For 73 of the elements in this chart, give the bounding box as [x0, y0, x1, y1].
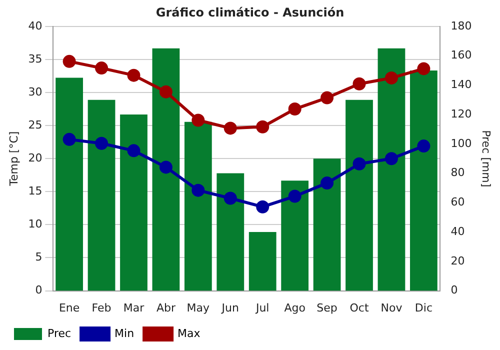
bar	[248, 232, 276, 291]
point	[62, 54, 76, 68]
point	[95, 136, 108, 150]
point	[224, 192, 237, 205]
y2-tick-label: 40	[450, 224, 465, 238]
y-tick-label: 35	[28, 52, 42, 66]
y-tick-label: 10	[28, 218, 42, 231]
bar	[346, 100, 373, 291]
x-tick-label: Ene	[58, 301, 80, 314]
bar	[152, 48, 180, 291]
x-tick-label: Abr	[156, 301, 176, 314]
bar	[313, 158, 341, 291]
point	[159, 160, 172, 174]
y2-tick-label: 160	[450, 48, 472, 62]
point	[224, 122, 237, 135]
bar	[281, 180, 309, 291]
x-tick-label: Sep	[316, 301, 338, 314]
bar	[378, 48, 406, 291]
y2-tick-label: 100	[450, 136, 472, 150]
point	[352, 157, 366, 170]
y-tick-label: 5	[35, 250, 42, 264]
point	[127, 68, 140, 82]
x-tick-label: Nov	[380, 301, 403, 314]
y2-tick-label: 120	[450, 107, 472, 120]
x-tick-label: Feb	[92, 301, 112, 314]
y2-axis-title: Prec [mm]	[480, 130, 493, 188]
legend-label: Min	[114, 326, 134, 340]
point	[159, 85, 172, 98]
point	[256, 200, 270, 214]
y-tick-label: 15	[28, 184, 42, 198]
point	[320, 176, 334, 190]
point	[62, 132, 76, 146]
bar	[120, 114, 148, 291]
y-tick-label: 30	[28, 85, 42, 98]
legend-label: Prec	[48, 326, 72, 340]
point	[417, 140, 430, 153]
y2-tick-label: 20	[450, 254, 465, 268]
point	[320, 91, 334, 104]
bar	[216, 173, 244, 291]
y2-tick-label: 180	[450, 19, 472, 32]
y-tick-label: 20	[28, 151, 42, 164]
x-tick-label: May	[186, 301, 210, 314]
point	[256, 120, 270, 134]
y-tick-label: 40	[28, 19, 42, 32]
y-axis-title: Temp [°C]	[7, 131, 20, 187]
bar	[410, 70, 438, 291]
point	[95, 62, 108, 75]
x-tick-label: Ago	[284, 301, 306, 314]
y2-tick-label: 60	[450, 196, 465, 209]
y-tick-label: 25	[28, 118, 42, 132]
x-tick-label: Mar	[123, 301, 145, 314]
x-tick-label: Dic	[414, 301, 432, 314]
y-tick-label: 0	[35, 284, 42, 297]
point	[127, 144, 140, 158]
bar	[88, 100, 116, 291]
point	[384, 152, 398, 166]
bar	[184, 122, 212, 291]
point	[288, 102, 302, 116]
x-tick-label: Jun	[220, 301, 240, 314]
x-tick-label: Oct	[350, 301, 370, 314]
y2-tick-label: 80	[450, 166, 465, 180]
chart-title: Gráfico climático - Asunción	[156, 5, 344, 20]
legend-label: Max	[178, 326, 201, 340]
bar	[56, 78, 83, 291]
point	[192, 114, 205, 127]
y2-tick-label: 140	[450, 78, 472, 92]
point	[384, 71, 398, 84]
x-tick-label: Jul	[254, 301, 270, 314]
y2-tick-label: 0	[450, 284, 458, 297]
point	[288, 190, 302, 203]
point	[417, 62, 430, 76]
point	[192, 184, 205, 197]
point	[352, 77, 366, 90]
